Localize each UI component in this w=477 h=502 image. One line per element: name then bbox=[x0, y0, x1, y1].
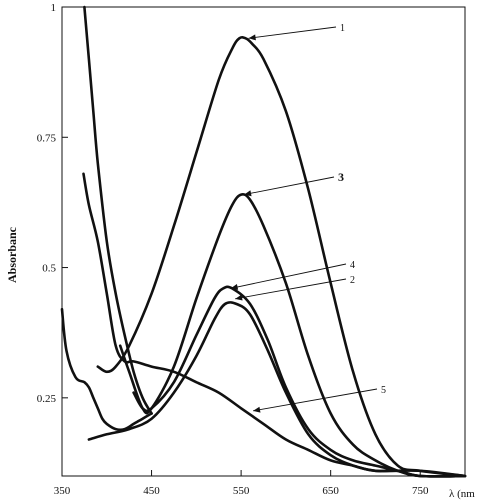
x-tick-label: 750 bbox=[412, 485, 429, 497]
annotation-arrowhead-1 bbox=[248, 34, 256, 41]
x-axis-label: λ (nm bbox=[449, 488, 475, 500]
x-tick-label: 650 bbox=[322, 485, 339, 497]
spectrum-curve-unlabeled-5 bbox=[60, 307, 153, 432]
annotation-label-4: 4 bbox=[350, 260, 355, 271]
annotation-arrowhead-3 bbox=[244, 190, 252, 197]
spectrum-curves bbox=[60, 5, 467, 478]
annotation-arrowhead-2 bbox=[235, 294, 243, 301]
annotation-leader-4 bbox=[230, 263, 347, 289]
y-tick-label: 1 bbox=[51, 2, 57, 14]
annotation-label-3: 3 bbox=[338, 170, 344, 184]
y-axis-label: Absorbanc bbox=[5, 226, 19, 283]
annotation-arrowhead-4 bbox=[230, 284, 239, 290]
y-axis-ticks: 0.25 0.5 0.75 1 bbox=[37, 2, 68, 405]
spectrum-curve-2 bbox=[87, 301, 467, 478]
y-tick-label: 0.75 bbox=[37, 132, 57, 144]
x-tick-label: 450 bbox=[143, 485, 160, 497]
spectrum-curve-4 bbox=[132, 285, 467, 478]
annotation-leader-5 bbox=[252, 388, 378, 412]
curve-annotations: 1 3 4 2 5 bbox=[230, 23, 386, 413]
y-tick-label: 0.25 bbox=[37, 393, 57, 405]
x-tick-label: 350 bbox=[54, 485, 71, 497]
spectrum-curve-unlabeled-6 bbox=[83, 5, 153, 415]
x-axis-ticks: 350 450 550 650 750 bbox=[54, 470, 429, 497]
spectrum-curve-3 bbox=[118, 193, 467, 478]
spectrum-curve-5 bbox=[82, 172, 467, 478]
annotation-label-2: 2 bbox=[350, 275, 355, 286]
plot-border bbox=[61, 6, 466, 477]
annotation-leader-2 bbox=[235, 278, 347, 300]
x-tick-label: 550 bbox=[233, 485, 250, 497]
annotation-label-5: 5 bbox=[381, 385, 386, 396]
annotation-label-1: 1 bbox=[340, 23, 345, 34]
plot-frame bbox=[61, 6, 466, 477]
y-tick-label: 0.5 bbox=[42, 263, 56, 275]
annotation-leader-3 bbox=[244, 176, 335, 196]
spectrum-curve-1 bbox=[96, 35, 467, 478]
annotation-leader-1 bbox=[248, 26, 337, 39]
annotation-arrowhead-5 bbox=[253, 406, 261, 413]
